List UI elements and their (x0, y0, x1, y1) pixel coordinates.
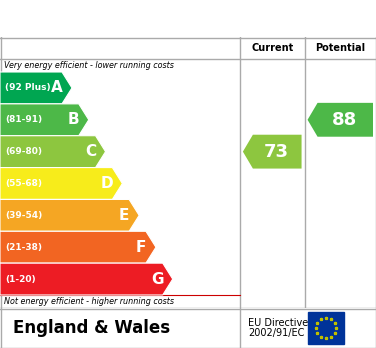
Text: (1-20): (1-20) (5, 275, 36, 284)
Polygon shape (0, 104, 89, 136)
Text: Current: Current (251, 43, 293, 53)
Text: B: B (68, 112, 80, 127)
Polygon shape (308, 103, 373, 137)
Text: Very energy efficient - lower running costs: Very energy efficient - lower running co… (4, 61, 174, 70)
Text: Energy Efficiency Rating: Energy Efficiency Rating (64, 9, 312, 27)
Polygon shape (0, 231, 156, 263)
Polygon shape (0, 72, 72, 104)
Text: F: F (136, 240, 146, 255)
Text: G: G (152, 271, 164, 286)
Text: (21-38): (21-38) (5, 243, 42, 252)
Text: (69-80): (69-80) (5, 147, 42, 156)
Polygon shape (0, 199, 139, 231)
Text: 73: 73 (264, 143, 289, 161)
Text: (55-68): (55-68) (5, 179, 42, 188)
Polygon shape (0, 168, 122, 199)
Text: E: E (119, 208, 129, 223)
Polygon shape (243, 135, 302, 168)
Text: (92 Plus): (92 Plus) (5, 84, 51, 93)
Polygon shape (0, 136, 106, 168)
Text: Potential: Potential (315, 43, 365, 53)
Text: 2002/91/EC: 2002/91/EC (248, 328, 304, 338)
Text: (81-91): (81-91) (5, 115, 42, 124)
Text: EU Directive: EU Directive (248, 318, 308, 328)
Text: A: A (51, 80, 63, 95)
Text: (39-54): (39-54) (5, 211, 42, 220)
Text: England & Wales: England & Wales (12, 319, 170, 337)
Bar (308, 312, 344, 344)
Text: C: C (85, 144, 96, 159)
Text: 88: 88 (332, 111, 357, 129)
Polygon shape (0, 263, 173, 295)
Text: Not energy efficient - higher running costs: Not energy efficient - higher running co… (4, 297, 174, 306)
Text: D: D (101, 176, 114, 191)
